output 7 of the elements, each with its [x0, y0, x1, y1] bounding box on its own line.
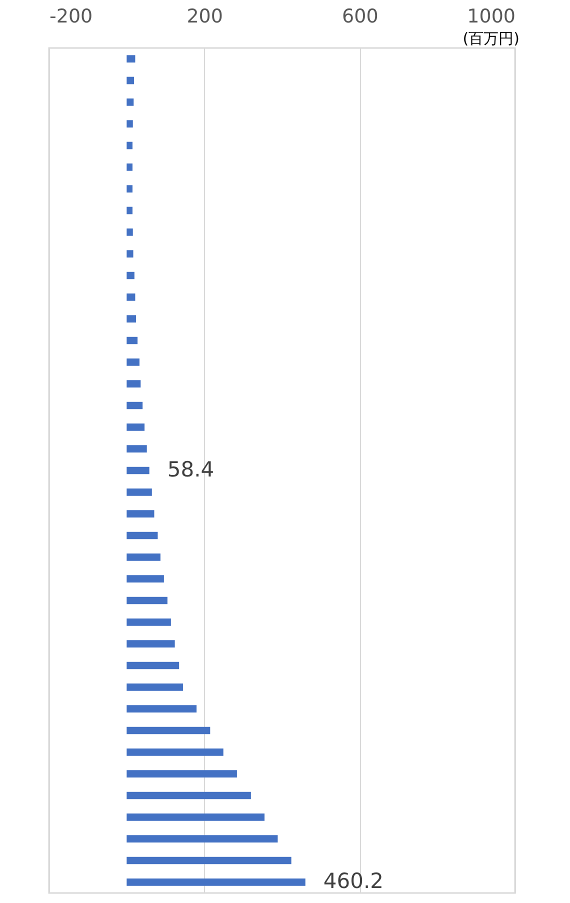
x-tick-label: -200	[50, 6, 93, 28]
data-label: 58.4	[167, 458, 214, 482]
x-tick-label: 600	[342, 6, 378, 28]
x-tick-label: 1000	[467, 6, 516, 28]
x-tick-label: 200	[186, 6, 223, 28]
x-axis-title: (百万円)	[462, 30, 520, 48]
data-label: 460.2	[323, 869, 384, 894]
